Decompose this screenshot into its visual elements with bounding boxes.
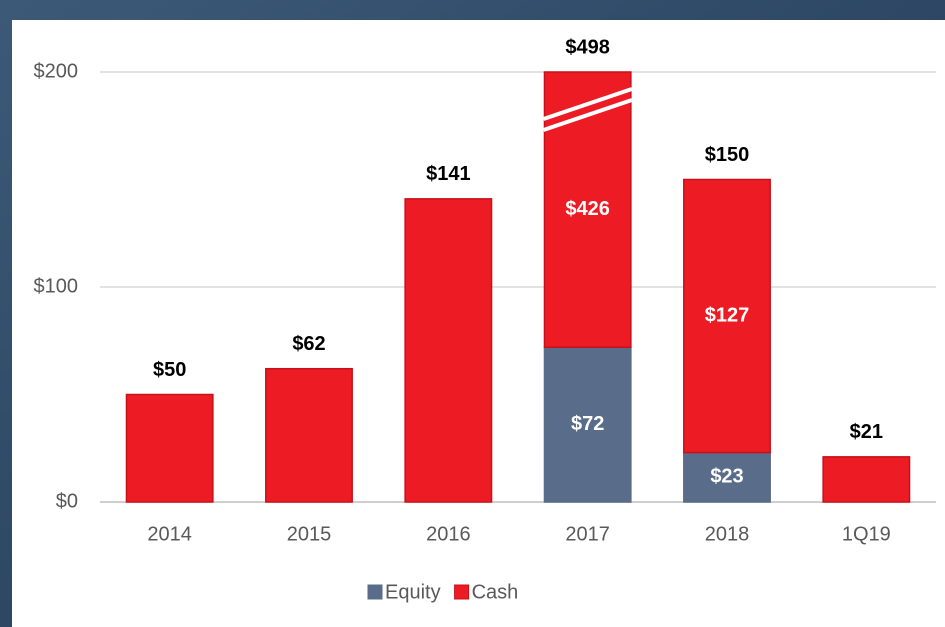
total-label: $62	[292, 333, 325, 355]
y-tick-label: $0	[56, 490, 78, 512]
segment-label: $127	[705, 304, 750, 326]
y-tick-label: $200	[34, 60, 79, 82]
total-label: $498	[565, 36, 610, 58]
total-label: $141	[426, 163, 471, 185]
bar-segment	[125, 393, 214, 503]
segment-label: $426	[565, 198, 610, 220]
x-tick-label: 2014	[147, 523, 192, 545]
legend-swatch	[367, 584, 383, 600]
segment-label: $72	[571, 413, 604, 435]
bar-segment	[543, 346, 632, 503]
x-tick-label: 2015	[287, 523, 332, 545]
bar-segment	[822, 456, 911, 503]
x-tick-label: 1Q19	[842, 523, 891, 545]
segment-label: $23	[710, 466, 743, 488]
legend-swatch	[454, 584, 470, 600]
bar-segment	[404, 198, 493, 503]
axis-break	[542, 87, 633, 121]
legend-label: Cash	[472, 581, 519, 603]
bar-segment	[683, 451, 771, 503]
bar-segment	[543, 71, 632, 348]
legend-label: Equity	[385, 581, 441, 603]
y-tick-label: $100	[34, 275, 79, 297]
x-tick-label: 2017	[565, 523, 610, 545]
total-label: $50	[153, 359, 186, 381]
axis-break	[542, 98, 633, 132]
bar-segment	[265, 367, 353, 503]
bar-segment	[683, 178, 771, 454]
x-tick-label: 2016	[426, 523, 471, 545]
x-tick-label: 2018	[705, 523, 750, 545]
total-label: $21	[850, 421, 883, 443]
total-label: $150	[705, 144, 750, 166]
